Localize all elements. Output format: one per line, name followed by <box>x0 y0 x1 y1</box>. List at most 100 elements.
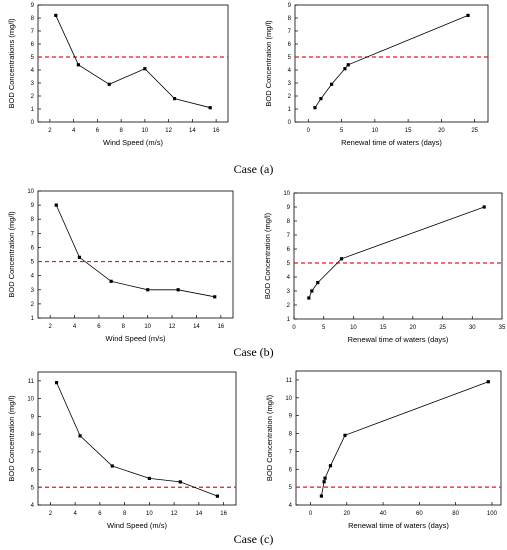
y-tick-label-a-left: 2 <box>31 94 35 100</box>
series-line-a-left <box>55 15 211 109</box>
y-tick-label-b-right: 7 <box>287 233 291 239</box>
data-point-a-right <box>319 97 323 101</box>
x-axis-label-c-right: Renewal time of waters (days) <box>348 521 449 530</box>
y-tick-label-a-left: 6 <box>31 42 35 48</box>
data-point-c-right <box>343 433 347 437</box>
x-tick-label-a-left: 10 <box>142 128 149 134</box>
y-tick-label-b-left: 7 <box>31 231 35 237</box>
y-tick-label-a-right: 5 <box>288 55 292 61</box>
x-tick-label-b-left: 8 <box>122 324 126 330</box>
x-tick-label-a-right: 5 <box>340 128 344 134</box>
caption-case-b: Case (b) <box>233 345 274 359</box>
y-tick-label-b-left: 6 <box>31 245 35 251</box>
data-point-a-left <box>143 67 147 71</box>
y-tick-label-a-right: 9 <box>288 3 292 9</box>
y-tick-label-a-right: 0 <box>288 120 292 126</box>
caption-case-c: Case (c) <box>233 532 274 546</box>
y-tick-label-b-right: 5 <box>287 261 291 267</box>
y-tick-label-a-left: 9 <box>31 3 35 9</box>
x-tick-label-b-right: 20 <box>410 325 417 331</box>
data-point-c-right <box>319 494 323 498</box>
data-point-c-right <box>328 464 333 468</box>
y-tick-label-b-left: 1 <box>31 316 35 322</box>
series-line-c-right <box>321 381 489 497</box>
x-axis-label-b-right: Renewal time of waters (days) <box>348 335 449 344</box>
data-point-c-left <box>147 476 151 480</box>
x-tick-label-b-left: 10 <box>144 324 151 330</box>
y-tick-label-c-right: 8 <box>289 432 293 438</box>
data-point-c-left <box>78 434 82 438</box>
y-tick-label-c-left: 4 <box>31 503 35 509</box>
y-tick-label-b-right: 3 <box>287 289 291 295</box>
data-point-b-right <box>307 296 311 300</box>
x-tick-label-c-left: 4 <box>73 511 77 517</box>
x-tick-label-a-left: 12 <box>165 128 172 134</box>
data-point-c-right <box>323 476 327 480</box>
y-tick-label-a-left: 5 <box>31 55 35 61</box>
y-tick-label-a-right: 1 <box>288 107 292 113</box>
y-tick-label-c-left: 7 <box>31 450 35 456</box>
y-axis-label-c-left: BOD Concentration (mg/l) <box>7 395 16 482</box>
y-tick-label-a-right: 8 <box>288 16 292 22</box>
y-tick-label-b-right: 9 <box>287 205 291 211</box>
x-tick-label-a-left: 8 <box>119 128 123 134</box>
y-tick-label-a-left: 7 <box>31 29 35 35</box>
y-axis-label-a-left: BOD Concentrations (mg/l) <box>7 18 16 109</box>
x-axis-label-c-left: Wind Speed (m/s) <box>107 521 168 530</box>
y-tick-label-b-right: 1 <box>287 317 291 323</box>
y-tick-label-a-left: 4 <box>31 68 35 74</box>
y-tick-label-c-left: 8 <box>31 432 35 438</box>
x-tick-label-a-right: 25 <box>471 128 478 134</box>
plot-frame-b-right <box>293 192 503 320</box>
series-line-a-right <box>314 15 469 108</box>
y-tick-label-a-right: 2 <box>288 94 292 100</box>
y-tick-label-a-right: 4 <box>288 68 292 74</box>
y-tick-label-c-left: 6 <box>31 468 35 474</box>
x-tick-label-a-right: 10 <box>372 128 379 134</box>
x-tick-label-a-left: 14 <box>189 128 196 134</box>
y-tick-label-b-right: 6 <box>287 247 291 253</box>
y-axis-label-c-right: BOD Concentration (mg/l) <box>265 394 274 481</box>
y-tick-label-c-right: 7 <box>289 449 293 455</box>
data-point-a-left <box>107 82 111 86</box>
x-tick-label-b-left: 14 <box>193 324 200 330</box>
x-tick-label-b-right: 15 <box>380 325 387 331</box>
plot-frame-a-left <box>37 4 229 123</box>
x-tick-label-c-left: 6 <box>98 511 102 517</box>
x-tick-label-b-right: 5 <box>322 325 326 331</box>
x-tick-label-a-left: 6 <box>96 128 100 134</box>
y-tick-label-b-right: 10 <box>283 191 290 197</box>
x-tick-label-c-left: 8 <box>123 511 127 517</box>
x-tick-label-c-right: 20 <box>343 511 350 517</box>
x-tick-label-b-left: 6 <box>97 324 101 330</box>
y-tick-label-b-left: 5 <box>31 260 35 266</box>
plot-frame-c-left <box>37 371 237 506</box>
y-tick-label-c-left: 11 <box>28 379 35 385</box>
x-tick-label-c-right: 100 <box>487 511 498 517</box>
y-axis-label-b-left: BOD Concentration (mg/l) <box>7 211 16 298</box>
data-point-b-right <box>310 289 314 293</box>
series-line-b-right <box>308 206 485 299</box>
data-point-b-left <box>213 295 217 299</box>
x-tick-label-b-left: 4 <box>73 324 77 330</box>
plot-frame-a-right <box>294 4 489 123</box>
data-point-a-right <box>313 106 317 110</box>
y-tick-label-b-right: 4 <box>287 275 291 281</box>
x-tick-label-c-right: 40 <box>380 511 387 517</box>
y-axis-label-a-right: BOD Concentration (mg/l) <box>264 20 273 107</box>
y-tick-label-b-right: 8 <box>287 219 291 225</box>
y-tick-label-c-left: 10 <box>27 397 34 403</box>
y-tick-label-c-right: 4 <box>289 503 293 509</box>
y-tick-label-b-left: 9 <box>31 203 35 209</box>
x-tick-label-b-right: 10 <box>350 325 357 331</box>
x-tick-label-b-right: 30 <box>469 325 476 331</box>
y-tick-label-c-right: 10 <box>285 396 292 402</box>
y-tick-label-b-left: 8 <box>31 217 35 223</box>
x-tick-label-a-right: 15 <box>405 128 412 134</box>
data-point-c-left <box>110 464 114 468</box>
x-tick-label-c-left: 12 <box>171 511 178 517</box>
x-axis-label-a-right: Renewal time of waters (days) <box>341 138 442 147</box>
data-point-a-right <box>343 67 347 71</box>
data-point-b-right <box>316 281 320 285</box>
